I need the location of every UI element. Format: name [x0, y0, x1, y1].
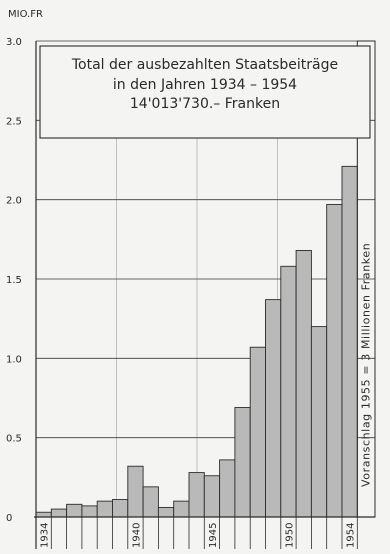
x-tick-label-1950: 1950 — [284, 523, 295, 548]
bar-1947 — [234, 407, 251, 518]
axes — [34, 41, 375, 549]
bar-1948 — [249, 346, 266, 518]
bar-1941 — [142, 486, 159, 518]
bar-1940 — [127, 465, 144, 518]
x-tick-label-1934: 1934 — [40, 523, 51, 548]
title-line-3: 14'013'730.– Franken — [130, 96, 280, 112]
bar-1942 — [157, 507, 175, 518]
title-frame — [39, 45, 371, 139]
bar-1937 — [81, 505, 98, 518]
bar-1936 — [66, 503, 83, 518]
x-tick-label-1954: 1954 — [346, 523, 357, 548]
bars — [35, 165, 358, 518]
bar-1946 — [219, 459, 236, 518]
x-tick-label-1940: 1940 — [131, 523, 142, 548]
title-line-2: in den Jahren 1934 – 1954 — [113, 77, 297, 93]
title-box: Total der ausbezahlten Staatsbeiträge in … — [39, 45, 371, 139]
y-tick-label: 0 — [6, 513, 12, 524]
y-tick-label: 3.0 — [6, 37, 22, 48]
bar-1939 — [112, 499, 129, 518]
y-tick-label: 2.5 — [6, 116, 22, 127]
labels: 0 0.5 1.0 1.5 2.0 2.5 3.0 1934 1940 1945 1950 1954 M… — [6, 9, 357, 548]
x-tick-label-1945: 1945 — [208, 523, 219, 548]
bar-1951 — [295, 249, 312, 518]
bar-1943 — [173, 500, 190, 518]
bar-1938 — [96, 500, 113, 518]
bar-1945 — [203, 475, 221, 518]
bar-1935 — [50, 508, 68, 518]
title-line-1: Total der ausbezahlten Staatsbeiträge — [71, 57, 338, 73]
y-tick-label: 1.0 — [6, 354, 22, 365]
forecast-annotation: Voranschlag 1955 = 3 Millionen Franken — [359, 243, 372, 487]
bar-1953 — [326, 203, 343, 518]
y-tick-label: 1.5 — [6, 275, 22, 286]
bar-1954 — [341, 165, 358, 518]
bar-1949 — [265, 299, 282, 518]
bar-1934 — [35, 511, 52, 518]
y-unit-label: MIO.FR — [8, 9, 43, 20]
bar-1944 — [188, 472, 205, 518]
y-tick-label: 2.0 — [6, 196, 22, 207]
bar-1950 — [280, 265, 297, 518]
bar-1952 — [310, 326, 328, 518]
y-tick-label: 0.5 — [6, 434, 22, 445]
